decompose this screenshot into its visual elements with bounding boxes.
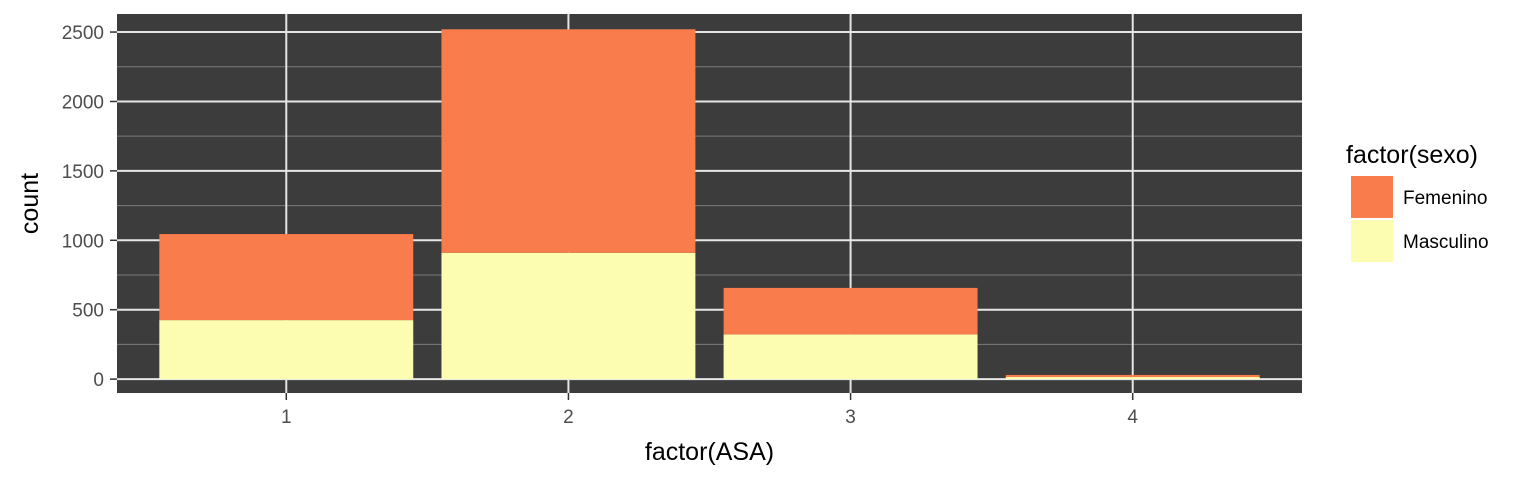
bar-masculino-1 xyxy=(159,320,414,380)
y-axis-title: count xyxy=(16,173,44,234)
bar-masculino-4 xyxy=(1005,377,1260,380)
x-axis-ticks: 1 2 3 4 xyxy=(281,393,1138,428)
y-tick-label: 0 xyxy=(93,370,104,391)
y-tick-label: 2000 xyxy=(62,92,104,113)
bar-femenino-1 xyxy=(159,234,414,321)
bar-masculino-3 xyxy=(723,334,978,380)
x-tick-label: 4 xyxy=(1127,407,1138,428)
x-tick-label: 2 xyxy=(563,407,574,428)
legend: factor(sexo) Femenino Masculino xyxy=(1346,141,1489,262)
y-tick-label: 2500 xyxy=(62,23,104,44)
bars xyxy=(159,29,1260,380)
x-tick-label: 3 xyxy=(845,407,856,428)
x-axis-title: factor(ASA) xyxy=(645,438,774,466)
legend-label-masculino: Masculino xyxy=(1403,232,1489,253)
y-axis-ticks: 0 500 1000 1500 2000 2500 xyxy=(62,23,117,391)
y-tick-label: 1500 xyxy=(62,162,104,183)
legend-key-masculino xyxy=(1351,220,1393,262)
legend-title: factor(sexo) xyxy=(1346,141,1478,169)
legend-key-femenino xyxy=(1351,176,1393,218)
bar-femenino-3 xyxy=(723,287,978,335)
bar-masculino-2 xyxy=(441,252,696,380)
bar-femenino-2 xyxy=(441,29,696,253)
legend-label-femenino: Femenino xyxy=(1403,188,1488,209)
y-tick-label: 500 xyxy=(72,301,104,322)
x-tick-label: 1 xyxy=(281,407,292,428)
y-tick-label: 1000 xyxy=(62,231,104,252)
bar-femenino-4 xyxy=(1005,374,1260,378)
